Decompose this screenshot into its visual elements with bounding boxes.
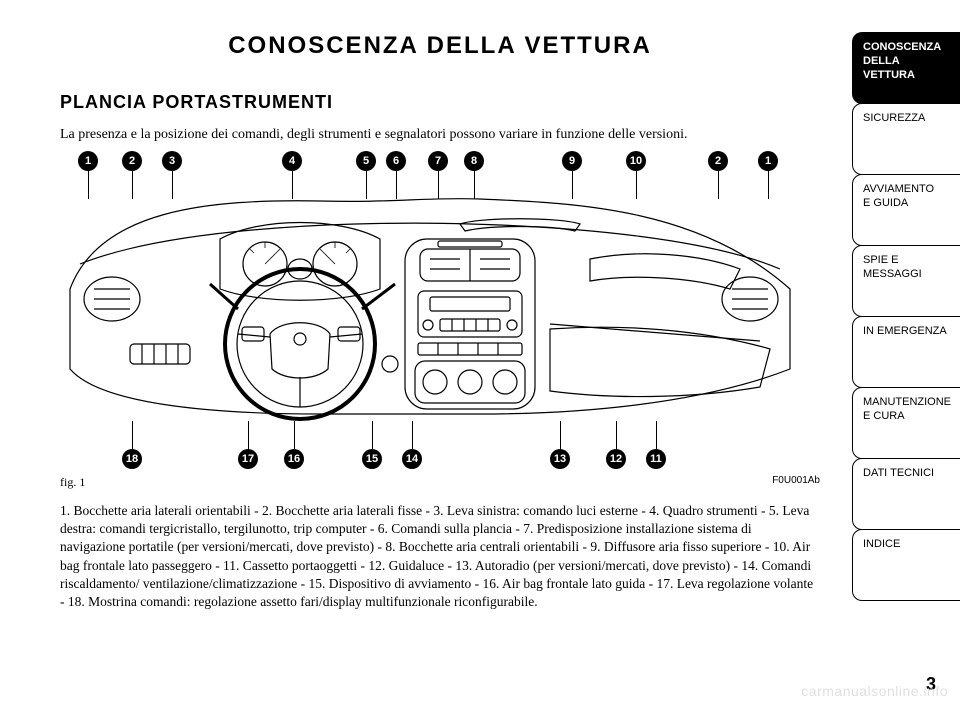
side-tab[interactable]: SPIE E MESSAGGI: [852, 245, 960, 317]
figure-code: F0U001Ab: [772, 475, 820, 490]
side-tab[interactable]: SICUREZZA: [852, 103, 960, 175]
callout-9: 9: [562, 151, 582, 171]
callout-2: 2: [708, 151, 728, 171]
callout-2: 2: [122, 151, 142, 171]
callout-11: 11: [646, 449, 666, 469]
section-title: PLANCIA PORTASTRUMENTI: [60, 92, 820, 113]
callout-7: 7: [428, 151, 448, 171]
callout-row-bottom: 18 17 16 15 14 13 12 11: [60, 449, 800, 469]
side-tab[interactable]: CONOSCENZA DELLA VETTURA: [852, 32, 960, 104]
callout-line: [294, 421, 295, 449]
figure-legend: 1. Bocchette aria laterali orientabili -…: [60, 502, 820, 611]
callout-10: 10: [626, 151, 646, 171]
callout-line: [132, 421, 133, 449]
callout-5: 5: [356, 151, 376, 171]
callout-16: 16: [284, 449, 304, 469]
callout-13: 13: [550, 449, 570, 469]
callout-17: 17: [238, 449, 258, 469]
main-title: CONOSCENZA DELLA VETTURA: [60, 32, 820, 60]
watermark: carmanualsonline.info: [801, 683, 948, 699]
callout-line: [248, 421, 249, 449]
callout-line: [616, 421, 617, 449]
callout-1: 1: [758, 151, 778, 171]
side-tab[interactable]: DATI TECNICI: [852, 458, 960, 530]
callout-18: 18: [122, 449, 142, 469]
callout-3: 3: [162, 151, 182, 171]
callout-line: [412, 421, 413, 449]
side-tabs: CONOSCENZA DELLA VETTURASICUREZZAAVVIAME…: [852, 32, 960, 600]
side-tab[interactable]: IN EMERGENZA: [852, 316, 960, 388]
callout-line: [560, 421, 561, 449]
callout-1: 1: [78, 151, 98, 171]
callout-12: 12: [606, 449, 626, 469]
callout-8: 8: [464, 151, 484, 171]
callout-row-top: 1234567891021: [60, 151, 800, 171]
intro-text: La presenza e la posizione dei comandi, …: [60, 127, 820, 143]
figure-label: fig. 1: [60, 475, 85, 490]
dashboard-figure: 1234567891021: [60, 151, 800, 471]
dashboard-illustration: [60, 169, 800, 449]
side-tab[interactable]: AVVIAMENTO E GUIDA: [852, 174, 960, 246]
callout-line: [656, 421, 657, 449]
page-content: CONOSCENZA DELLA VETTURA PLANCIA PORTAST…: [60, 32, 820, 692]
figure-label-row: fig. 1 F0U001Ab: [60, 475, 820, 490]
callout-line: [372, 421, 373, 449]
callout-15: 15: [362, 449, 382, 469]
callout-14: 14: [402, 449, 422, 469]
side-tab[interactable]: INDICE: [852, 529, 960, 601]
callout-4: 4: [282, 151, 302, 171]
callout-6: 6: [386, 151, 406, 171]
side-tab[interactable]: MANUTENZIONE E CURA: [852, 387, 960, 459]
